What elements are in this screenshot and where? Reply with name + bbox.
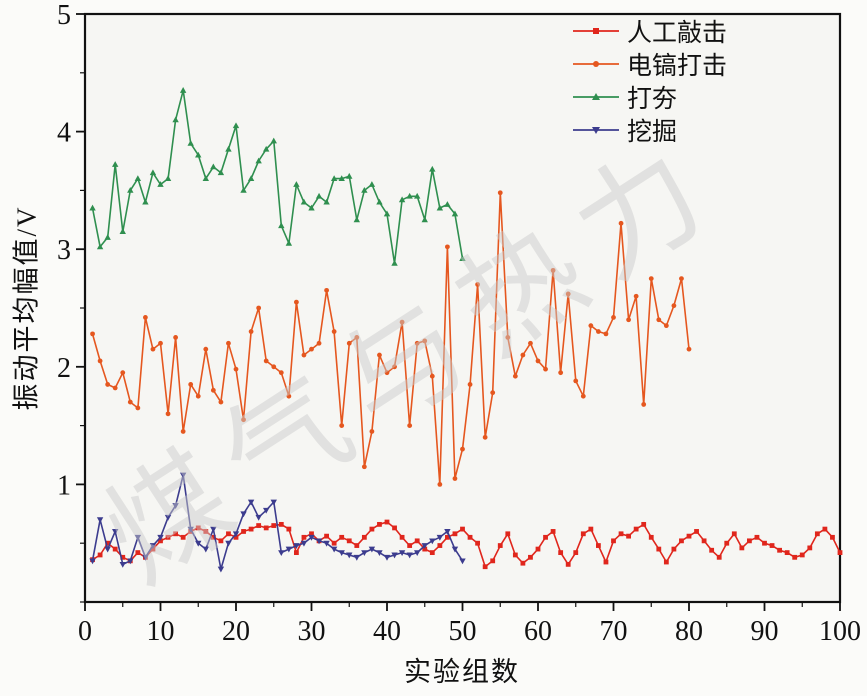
legend-line-marker — [572, 56, 620, 72]
legend-label: 挖掘 — [627, 118, 678, 146]
svg-text:70: 70 — [600, 616, 628, 647]
legend-line-marker — [572, 23, 620, 39]
y-axis-label: 振动平均幅值/V — [11, 205, 42, 411]
legend-line-marker — [572, 122, 620, 138]
x-axis-label: 实验组数 — [404, 657, 520, 687]
svg-text:50: 50 — [449, 616, 477, 647]
svg-text:5: 5 — [57, 0, 71, 31]
legend: 人工敲击 电镐打击 打夯 挖掘 — [572, 14, 727, 146]
legend-item: 挖掘 — [572, 113, 727, 146]
svg-text:1: 1 — [57, 470, 71, 501]
svg-text:4: 4 — [57, 118, 71, 149]
legend-item: 打夯 — [572, 80, 727, 113]
svg-text:40: 40 — [373, 616, 401, 647]
svg-text:0: 0 — [78, 616, 92, 647]
legend-label: 电镐打击 — [627, 52, 728, 80]
svg-text:10: 10 — [147, 616, 175, 647]
svg-text:60: 60 — [524, 616, 552, 647]
svg-text:2: 2 — [57, 353, 71, 384]
legend-label: 打夯 — [627, 85, 678, 113]
svg-text:20: 20 — [222, 616, 250, 647]
legend-line-marker — [572, 89, 620, 105]
svg-text:80: 80 — [675, 616, 703, 647]
svg-text:100: 100 — [819, 616, 861, 647]
svg-text:3: 3 — [57, 235, 71, 266]
legend-item: 人工敲击 — [572, 14, 727, 47]
svg-text:30: 30 — [298, 616, 326, 647]
legend-item: 电镐打击 — [572, 47, 727, 80]
svg-text:90: 90 — [751, 616, 779, 647]
legend-label: 人工敲击 — [627, 19, 728, 47]
